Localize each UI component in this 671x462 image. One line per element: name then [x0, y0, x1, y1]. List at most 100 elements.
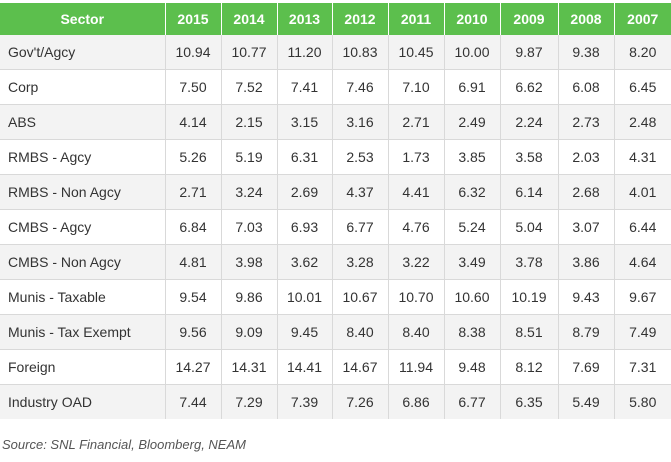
value-cell: 2.48: [614, 104, 671, 140]
table-row: Industry OAD 7.44 7.29 7.39 7.26 6.86 6.77 6.35…: [0, 384, 671, 419]
value-cell: 7.26: [332, 384, 389, 419]
value-cell: 4.76: [388, 209, 445, 245]
table-body: Gov't/Agcy 10.94 10.77 11.20 10.83 10.45 10.00…: [0, 35, 671, 419]
value-cell: 3.22: [388, 244, 445, 280]
value-cell: 9.45: [277, 314, 333, 350]
value-cell: 11.20: [277, 35, 333, 70]
value-cell: 6.32: [444, 174, 501, 210]
value-cell: 4.41: [388, 174, 445, 210]
column-header-year: 2008: [558, 3, 615, 35]
value-cell: 7.44: [165, 384, 222, 419]
value-cell: 9.48: [444, 349, 501, 385]
table-row: Foreign 14.27 14.31 14.41 14.67 11.94 9.48 8.12…: [0, 349, 671, 385]
table-row: CMBS - Agcy 6.84 7.03 6.93 6.77 4.76 5.24 5.04 3…: [0, 209, 671, 245]
sector-cell: ABS: [0, 104, 166, 140]
value-cell: 9.86: [221, 279, 278, 315]
value-cell: 7.52: [221, 69, 278, 105]
value-cell: 10.67: [332, 279, 389, 315]
table-row: ABS 4.14 2.15 3.15 3.16 2.71 2.49 2.24 2.73 2.48: [0, 104, 671, 140]
sector-cell: RMBS - Non Agcy: [0, 174, 166, 210]
value-cell: 3.49: [444, 244, 501, 280]
value-cell: 8.12: [500, 349, 559, 385]
value-cell: 6.45: [614, 69, 671, 105]
table-row: Munis - Tax Exempt 9.56 9.09 9.45 8.40 8.40 8.…: [0, 314, 671, 350]
sector-oad-table: Sector 2015 2014 2013 2012 2011 2010 2009 2008 20…: [0, 3, 671, 419]
value-cell: 9.38: [558, 35, 615, 70]
value-cell: 7.39: [277, 384, 333, 419]
value-cell: 9.43: [558, 279, 615, 315]
value-cell: 7.29: [221, 384, 278, 419]
value-cell: 10.60: [444, 279, 501, 315]
table-row: Corp 7.50 7.52 7.41 7.46 7.10 6.91 6.62 6.08 6.45: [0, 69, 671, 105]
value-cell: 2.71: [165, 174, 222, 210]
value-cell: 2.49: [444, 104, 501, 140]
table-row: RMBS - Non Agcy 2.71 3.24 2.69 4.37 4.41 6.32 6…: [0, 174, 671, 210]
value-cell: 4.01: [614, 174, 671, 210]
value-cell: 10.19: [500, 279, 559, 315]
value-cell: 3.78: [500, 244, 559, 280]
value-cell: 8.51: [500, 314, 559, 350]
value-cell: 2.15: [221, 104, 278, 140]
header-row: Sector 2015 2014 2013 2012 2011 2010 2009 2008 20…: [0, 3, 671, 35]
value-cell: 4.14: [165, 104, 222, 140]
value-cell: 3.62: [277, 244, 333, 280]
value-cell: 6.77: [332, 209, 389, 245]
value-cell: 14.31: [221, 349, 278, 385]
value-cell: 5.19: [221, 139, 278, 175]
column-header-sector: Sector: [0, 3, 166, 35]
value-cell: 3.07: [558, 209, 615, 245]
value-cell: 14.67: [332, 349, 389, 385]
value-cell: 8.79: [558, 314, 615, 350]
sector-cell: Corp: [0, 69, 166, 105]
value-cell: 2.03: [558, 139, 615, 175]
value-cell: 7.41: [277, 69, 333, 105]
value-cell: 10.70: [388, 279, 445, 315]
value-cell: 10.94: [165, 35, 222, 70]
sector-cell: Foreign: [0, 349, 166, 385]
value-cell: 5.49: [558, 384, 615, 419]
value-cell: 5.24: [444, 209, 501, 245]
sector-cell: CMBS - Agcy: [0, 209, 166, 245]
sector-cell: CMBS - Non Agcy: [0, 244, 166, 280]
column-header-year: 2011: [388, 3, 445, 35]
value-cell: 3.85: [444, 139, 501, 175]
value-cell: 6.44: [614, 209, 671, 245]
column-header-year: 2010: [444, 3, 501, 35]
value-cell: 7.69: [558, 349, 615, 385]
value-cell: 7.49: [614, 314, 671, 350]
value-cell: 14.27: [165, 349, 222, 385]
value-cell: 8.40: [388, 314, 445, 350]
value-cell: 9.09: [221, 314, 278, 350]
value-cell: 10.00: [444, 35, 501, 70]
column-header-year: 2009: [500, 3, 559, 35]
value-cell: 6.08: [558, 69, 615, 105]
value-cell: 7.10: [388, 69, 445, 105]
value-cell: 10.01: [277, 279, 333, 315]
value-cell: 9.67: [614, 279, 671, 315]
value-cell: 6.93: [277, 209, 333, 245]
value-cell: 6.84: [165, 209, 222, 245]
value-cell: 9.54: [165, 279, 222, 315]
sector-cell: RMBS - Agcy: [0, 139, 166, 175]
sector-cell: Industry OAD: [0, 384, 166, 419]
value-cell: 3.24: [221, 174, 278, 210]
value-cell: 6.91: [444, 69, 501, 105]
value-cell: 9.87: [500, 35, 559, 70]
value-cell: 2.53: [332, 139, 389, 175]
value-cell: 4.31: [614, 139, 671, 175]
value-cell: 2.24: [500, 104, 559, 140]
value-cell: 6.31: [277, 139, 333, 175]
value-cell: 10.77: [221, 35, 278, 70]
value-cell: 8.20: [614, 35, 671, 70]
table-row: Munis - Taxable 9.54 9.86 10.01 10.67 10.70 10…: [0, 279, 671, 315]
sector-cell: Munis - Taxable: [0, 279, 166, 315]
table-row: Gov't/Agcy 10.94 10.77 11.20 10.83 10.45 10.00…: [0, 35, 671, 70]
column-header-year: 2012: [332, 3, 389, 35]
sector-cell: Munis - Tax Exempt: [0, 314, 166, 350]
value-cell: 6.35: [500, 384, 559, 419]
value-cell: 8.38: [444, 314, 501, 350]
value-cell: 3.98: [221, 244, 278, 280]
value-cell: 3.86: [558, 244, 615, 280]
value-cell: 11.94: [388, 349, 445, 385]
